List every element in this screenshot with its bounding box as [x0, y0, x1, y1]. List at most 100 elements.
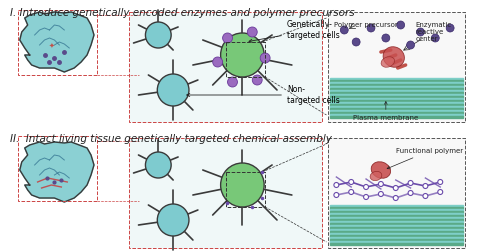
Text: Genetically-
targeted cells: Genetically- targeted cells [249, 20, 340, 42]
Ellipse shape [381, 57, 395, 67]
Circle shape [334, 193, 339, 198]
Bar [226, 172, 265, 207]
Circle shape [438, 179, 443, 184]
Text: Functional polymer: Functional polymer [387, 148, 463, 169]
Circle shape [223, 33, 232, 43]
Circle shape [352, 38, 360, 46]
Circle shape [382, 34, 390, 42]
Circle shape [157, 204, 189, 236]
Text: I. Introduce genetically encoded enzymes and polymer precursors: I. Introduce genetically encoded enzymes… [10, 8, 355, 18]
Bar [330, 104, 463, 106]
Bar [330, 110, 463, 112]
Text: Polymer precursor: Polymer precursor [335, 22, 398, 28]
Bar [330, 106, 463, 108]
Bar [328, 138, 465, 248]
Text: Plasma membrane: Plasma membrane [353, 102, 419, 121]
Circle shape [378, 181, 384, 186]
Circle shape [378, 192, 384, 197]
Bar [330, 86, 463, 88]
Circle shape [408, 180, 413, 185]
Text: Non-
targeted cells: Non- targeted cells [187, 85, 340, 105]
Circle shape [432, 34, 439, 42]
Bar [18, 10, 97, 75]
Circle shape [349, 179, 354, 184]
Circle shape [334, 182, 339, 187]
Bar [330, 92, 463, 94]
Bar [330, 211, 463, 213]
Circle shape [363, 195, 369, 200]
Bar [330, 233, 463, 235]
Bar [330, 100, 463, 102]
Bar [330, 108, 463, 110]
Bar [18, 136, 97, 201]
Bar [330, 96, 463, 98]
Circle shape [393, 196, 398, 201]
Bar [330, 231, 463, 233]
Ellipse shape [371, 162, 391, 178]
Bar [330, 90, 463, 92]
Bar [330, 219, 463, 221]
Bar [330, 88, 463, 90]
Bar [330, 114, 463, 116]
Circle shape [157, 74, 189, 106]
Circle shape [221, 163, 264, 207]
Circle shape [340, 26, 348, 34]
Circle shape [393, 185, 398, 191]
Bar [330, 215, 463, 217]
Bar [330, 82, 463, 84]
Circle shape [423, 194, 428, 199]
Circle shape [349, 190, 354, 195]
Bar [330, 102, 463, 104]
Circle shape [145, 152, 171, 178]
Bar [330, 235, 463, 237]
Bar [129, 138, 322, 248]
Bar [330, 116, 463, 118]
Bar [330, 98, 463, 100]
Text: Enzymatic
reactive
center: Enzymatic reactive center [416, 22, 452, 42]
Bar [129, 12, 322, 122]
Text: ✦: ✦ [48, 43, 54, 49]
Ellipse shape [383, 47, 404, 67]
Bar [330, 78, 463, 80]
Circle shape [417, 28, 424, 36]
Bar [330, 221, 463, 223]
Circle shape [228, 77, 238, 87]
Circle shape [438, 190, 443, 195]
Polygon shape [20, 142, 94, 202]
Bar [330, 80, 463, 82]
Bar [330, 94, 463, 96]
Circle shape [247, 27, 257, 37]
Bar [330, 241, 463, 243]
Bar [330, 229, 463, 231]
Bar [330, 112, 463, 114]
Polygon shape [20, 12, 94, 72]
Circle shape [367, 24, 375, 32]
Bar [330, 217, 463, 219]
Circle shape [396, 21, 405, 29]
Bar [330, 207, 463, 209]
Bar [330, 223, 463, 225]
Bar [330, 243, 463, 245]
Circle shape [446, 24, 454, 32]
Bar [330, 239, 463, 241]
Circle shape [260, 53, 270, 63]
Circle shape [145, 22, 171, 48]
Circle shape [252, 75, 262, 85]
Bar [330, 84, 463, 86]
Ellipse shape [370, 171, 382, 181]
Circle shape [407, 41, 415, 49]
Bar [330, 237, 463, 239]
Circle shape [213, 57, 223, 67]
Text: II.  Intact living tissue genetically targeted chemical assembly: II. Intact living tissue genetically tar… [10, 134, 332, 144]
Bar [330, 209, 463, 211]
Bar [226, 42, 265, 77]
Circle shape [408, 191, 413, 196]
Circle shape [423, 183, 428, 188]
Bar [328, 12, 465, 122]
Bar [330, 213, 463, 215]
Bar [330, 227, 463, 229]
Bar [330, 225, 463, 227]
Bar [330, 205, 463, 207]
Circle shape [221, 33, 264, 77]
Circle shape [363, 184, 369, 190]
